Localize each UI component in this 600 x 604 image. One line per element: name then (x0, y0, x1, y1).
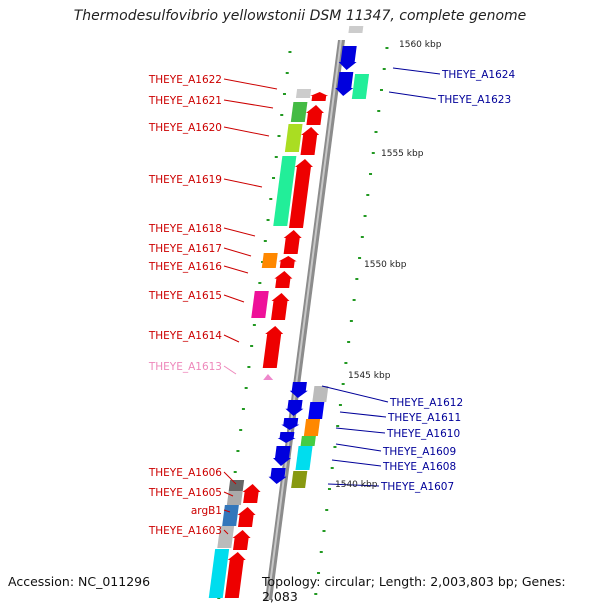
gene-label-plus: THEYE_A1607 (380, 481, 454, 493)
leader-line (223, 265, 249, 274)
gene-arrow-minus (288, 159, 313, 228)
gene-label-minus: THEYE_A1618 (148, 223, 222, 235)
scale-label: 1545 kbp (348, 371, 391, 381)
gene-color-block (291, 471, 308, 488)
gene-color-block (348, 26, 364, 33)
leader-line (223, 509, 231, 513)
gene-color-block (295, 89, 312, 98)
gene-color-block (284, 124, 303, 152)
gene-label-plus: THEYE_A1610 (386, 428, 460, 440)
gene-color-block (351, 74, 370, 99)
gene-color-block (217, 526, 235, 548)
gene-arrow-plus (273, 446, 292, 466)
gene-arrow-minus (274, 271, 293, 288)
gene-arrow-minus (300, 127, 320, 155)
gene-arrow-plus (281, 418, 300, 430)
scale-label: 1540 kbp (335, 480, 378, 490)
gene-color-block (295, 446, 313, 470)
gene-color-block (312, 386, 329, 402)
gene-arrow-plus (285, 400, 304, 416)
leader-line (223, 126, 270, 137)
gene-arrow-plus (335, 72, 354, 96)
gene-arrow-minus (283, 230, 302, 254)
leader-line (223, 227, 256, 237)
gene-label-plus: THEYE_A1612 (389, 397, 463, 409)
leader-line (223, 365, 237, 375)
gene-color-block (273, 156, 297, 226)
gene-label-minus: THEYE_A1617 (148, 243, 222, 255)
gene-label-minus: THEYE_A1606 (148, 467, 222, 479)
gene-color-block (226, 491, 243, 505)
label-leader-lines (223, 67, 441, 535)
gene-arrow-plus (338, 46, 357, 70)
scale-label: 1550 kbp (364, 260, 407, 270)
gene-label-minus: THEYE_A1616 (148, 261, 222, 273)
scale-labels: 1560 kbp 1555 kbp 1550 kbp 1545 kbp 1540 kbp (335, 40, 442, 490)
gene-arrow-minus (271, 293, 290, 320)
gene-label-minus: THEYE_A1614 (148, 330, 222, 342)
gene-arrow-minus (224, 552, 246, 598)
leader-line (331, 459, 382, 467)
leader-line (327, 483, 380, 487)
leader-line (321, 385, 389, 403)
gene-label-minus: THEYE_A1620 (148, 122, 222, 134)
gene-arrow-minus (262, 326, 284, 368)
gene-color-block (261, 253, 278, 268)
leader-line (335, 427, 386, 434)
page-title: Thermodesulfovibrio yellowstonii DSM 113… (73, 8, 527, 24)
gene-label-plus: THEYE_A1608 (382, 461, 456, 473)
gene-label-minus: THEYE_A1621 (148, 95, 222, 107)
gene-arrow-plus (268, 468, 287, 484)
leader-line (339, 411, 387, 418)
leader-line (335, 443, 382, 452)
gene-color-block (300, 436, 316, 446)
gene-label-plus: THEYE_A1609 (382, 446, 456, 458)
leader-line (223, 471, 237, 485)
gene-color-block (228, 480, 245, 491)
gene-label-minus: THEYE_A1613 (148, 361, 222, 373)
leader-line (223, 294, 245, 303)
gene-arrow-plus (277, 432, 296, 443)
gene-arrow-minus (310, 92, 329, 101)
gene-color-block (303, 419, 321, 436)
gene-color-block (208, 549, 230, 598)
gene-color-block (308, 402, 325, 419)
leader-line (223, 178, 263, 188)
gene-arrow-plus (289, 382, 308, 398)
gene-label-minus: argB1 (191, 505, 222, 517)
gene-color-block (222, 505, 239, 526)
scale-label: 1555 kbp (381, 149, 424, 159)
leader-line (392, 67, 441, 75)
gene-label-plus: THEYE_A1624 (441, 69, 515, 81)
gene-features (208, 26, 370, 598)
scale-label: 1560 kbp (399, 40, 442, 50)
gene-label-minus: THEYE_A1622 (148, 74, 222, 86)
gene-color-block (251, 291, 269, 318)
gene-label-minus: THEYE_A1615 (148, 290, 222, 302)
gene-color-block (290, 102, 308, 122)
gene-label-minus: THEYE_A1603 (148, 525, 222, 537)
leader-line (223, 529, 229, 535)
leader-line (223, 99, 274, 109)
gene-arrow-minus (305, 105, 324, 125)
gene-arrow-minus (232, 530, 251, 550)
leader-line (223, 491, 234, 497)
leader-line (223, 334, 240, 343)
gene-labels: THEYE_A1622 THEYE_A1621 THEYE_A1620 THEYE_A… (148, 69, 516, 537)
gene-arrow-minus (278, 256, 297, 268)
gene-label-plus: THEYE_A1623 (437, 94, 511, 106)
leader-line (223, 78, 278, 90)
gene-arrow-minus (237, 507, 256, 527)
tick-marks (217, 47, 389, 599)
accession-text: Accession: NC_011296 (8, 574, 151, 589)
leader-line (388, 91, 437, 100)
gene-label-plus: THEYE_A1611 (387, 412, 461, 424)
gene-arrow-minus (242, 484, 261, 503)
leader-line (223, 247, 252, 257)
gene-label-minus: THEYE_A1619 (148, 174, 222, 186)
gene-arrow-faded (263, 374, 274, 380)
gene-label-minus: THEYE_A1605 (148, 487, 222, 499)
